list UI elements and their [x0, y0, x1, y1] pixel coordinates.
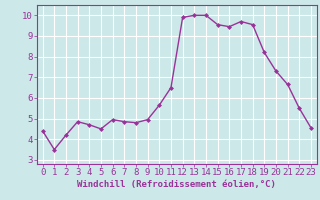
X-axis label: Windchill (Refroidissement éolien,°C): Windchill (Refroidissement éolien,°C): [77, 180, 276, 189]
